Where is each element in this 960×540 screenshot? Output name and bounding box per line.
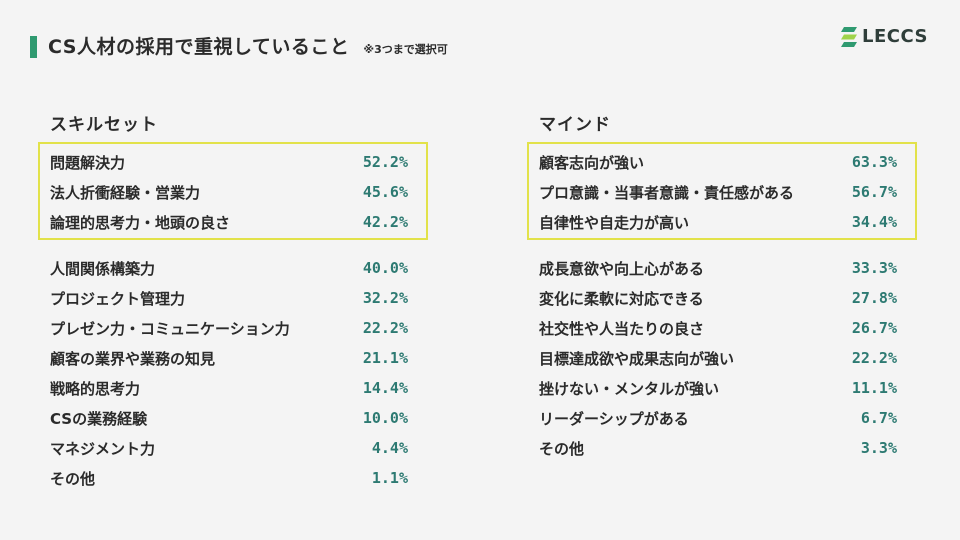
skillset-top3-highlight	[38, 142, 428, 240]
skillset-item-label: CSの業務経験	[50, 409, 148, 428]
skillset-item-value: 42.2%	[362, 213, 408, 231]
skillset-item-value: 4.4%	[371, 439, 408, 457]
logo-text: LECCS	[862, 26, 928, 47]
mind-item-value: 22.2%	[851, 349, 897, 367]
skillset-item-row: 戦略的思考力 14.4%	[50, 373, 408, 403]
mind-item-value: 11.1%	[851, 379, 897, 397]
skillset-item-label: 顧客の業界や業務の知見	[50, 349, 216, 368]
mind-item-row: 自律性や自走力が高い 34.4%	[539, 207, 897, 237]
skillset-item-row: CSの業務経験 10.0%	[50, 403, 408, 433]
mind-item-label: プロ意識・当事者意識・責任感がある	[539, 183, 795, 202]
brand-logo: LECCS	[841, 26, 928, 47]
skillset-item-label: マネジメント力	[50, 439, 156, 458]
mind-item-row: リーダーシップがある 6.7%	[539, 403, 897, 433]
mind-item-label: 挫けない・メンタルが強い	[539, 379, 720, 398]
mind-item-value: 34.4%	[851, 213, 897, 231]
skillset-item-row: プレゼン力・コミュニケーション力 22.2%	[50, 313, 408, 343]
skillset-item-label: その他	[50, 469, 96, 488]
skillset-item-value: 52.2%	[362, 153, 408, 171]
skillset-item-value: 1.1%	[371, 469, 408, 487]
mind-item-label: 自律性や自走力が高い	[539, 213, 690, 232]
skillset-item-row: マネジメント力 4.4%	[50, 433, 408, 463]
skillset-item-value: 32.2%	[362, 289, 408, 307]
skillset-item-row: 人間関係構築力 40.0%	[50, 253, 408, 283]
skillset-item-label: 人間関係構築力	[50, 259, 156, 278]
skillset-item-label: 戦略的思考力	[50, 379, 141, 398]
skillset-item-row: 法人折衝経験・営業力 45.6%	[50, 177, 408, 207]
mind-item-label: 成長意欲や向上心がある	[539, 259, 705, 278]
skillset-item-row: 論理的思考力・地頭の良さ 42.2%	[50, 207, 408, 237]
mind-item-value: 6.7%	[860, 409, 897, 427]
skillset-item-label: 法人折衝経験・営業力	[50, 183, 201, 202]
mind-item-label: その他	[539, 439, 585, 458]
skillset-item-row: プロジェクト管理力 32.2%	[50, 283, 408, 313]
skillset-item-label: 問題解決力	[50, 153, 126, 172]
skillset-item-row: 問題解決力 52.2%	[50, 147, 408, 177]
mind-item-row: 成長意欲や向上心がある 33.3%	[539, 253, 897, 283]
skillset-item-label: プロジェクト管理力	[50, 289, 186, 308]
skillset-item-value: 40.0%	[362, 259, 408, 277]
mind-item-label: 目標達成欲や成果志向が強い	[539, 349, 735, 368]
page-title: CS人材の採用で重視していること ※3つまで選択可	[48, 32, 448, 59]
title-accent-bar	[30, 36, 37, 58]
skillset-item-value: 10.0%	[362, 409, 408, 427]
mind-top3-highlight	[527, 142, 917, 240]
mind-item-row: その他 3.3%	[539, 433, 897, 463]
skillset-item-value: 45.6%	[362, 183, 408, 201]
mind-item-value: 27.8%	[851, 289, 897, 307]
mind-item-row: 目標達成欲や成果志向が強い 22.2%	[539, 343, 897, 373]
mind-item-value: 56.7%	[851, 183, 897, 201]
mind-item-value: 3.3%	[860, 439, 897, 457]
skillset-item-row: その他 1.1%	[50, 463, 408, 493]
skillset-item-label: 論理的思考力・地頭の良さ	[50, 213, 231, 232]
mind-item-label: リーダーシップがある	[539, 409, 689, 428]
page-title-text: CS人材の採用で重視していること	[48, 36, 350, 58]
mind-item-value: 33.3%	[851, 259, 897, 277]
mind-item-value: 63.3%	[851, 153, 897, 171]
mind-item-row: 変化に柔軟に対応できる 27.8%	[539, 283, 897, 313]
mind-item-row: 社交性や人当たりの良さ 26.7%	[539, 313, 897, 343]
mind-item-label: 社交性や人当たりの良さ	[539, 319, 705, 338]
leccs-logo-icon	[841, 26, 857, 47]
mind-heading: マインド	[539, 115, 611, 135]
mind-item-row: 顧客志向が強い 63.3%	[539, 147, 897, 177]
mind-item-row: プロ意識・当事者意識・責任感がある 56.7%	[539, 177, 897, 207]
mind-item-row: 挫けない・メンタルが強い 11.1%	[539, 373, 897, 403]
skillset-item-value: 21.1%	[362, 349, 408, 367]
mind-item-label: 変化に柔軟に対応できる	[539, 289, 704, 308]
skillset-heading: スキルセット	[50, 115, 158, 135]
selection-note: ※3つまで選択可	[363, 43, 448, 56]
skillset-item-row: 顧客の業界や業務の知見 21.1%	[50, 343, 408, 373]
mind-item-label: 顧客志向が強い	[539, 153, 645, 172]
mind-item-value: 26.7%	[851, 319, 897, 337]
skillset-item-value: 22.2%	[362, 319, 408, 337]
skillset-item-value: 14.4%	[362, 379, 408, 397]
skillset-item-label: プレゼン力・コミュニケーション力	[50, 319, 290, 338]
